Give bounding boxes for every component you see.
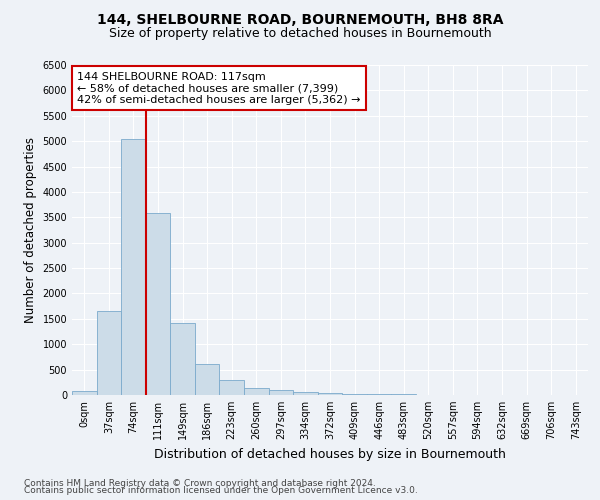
Bar	[244, 388, 269, 395]
Bar	[146, 213, 170, 395]
Text: 144, SHELBOURNE ROAD, BOURNEMOUTH, BH8 8RA: 144, SHELBOURNE ROAD, BOURNEMOUTH, BH8 8…	[97, 12, 503, 26]
Text: Contains public sector information licensed under the Open Government Licence v3: Contains public sector information licen…	[24, 486, 418, 495]
Bar	[170, 323, 195, 395]
Text: Contains HM Land Registry data © Crown copyright and database right 2024.: Contains HM Land Registry data © Crown c…	[24, 478, 376, 488]
Bar	[391, 394, 416, 395]
Bar	[367, 394, 391, 395]
Y-axis label: Number of detached properties: Number of detached properties	[24, 137, 37, 323]
Text: Size of property relative to detached houses in Bournemouth: Size of property relative to detached ho…	[109, 28, 491, 40]
Bar	[342, 394, 367, 395]
Text: 144 SHELBOURNE ROAD: 117sqm
← 58% of detached houses are smaller (7,399)
42% of : 144 SHELBOURNE ROAD: 117sqm ← 58% of det…	[77, 72, 361, 105]
Bar	[293, 392, 318, 395]
Bar	[121, 138, 146, 395]
Bar	[269, 390, 293, 395]
Bar	[72, 391, 97, 395]
Bar	[195, 364, 220, 395]
Bar	[220, 380, 244, 395]
Bar	[97, 311, 121, 395]
Bar	[318, 393, 342, 395]
X-axis label: Distribution of detached houses by size in Bournemouth: Distribution of detached houses by size …	[154, 448, 506, 460]
